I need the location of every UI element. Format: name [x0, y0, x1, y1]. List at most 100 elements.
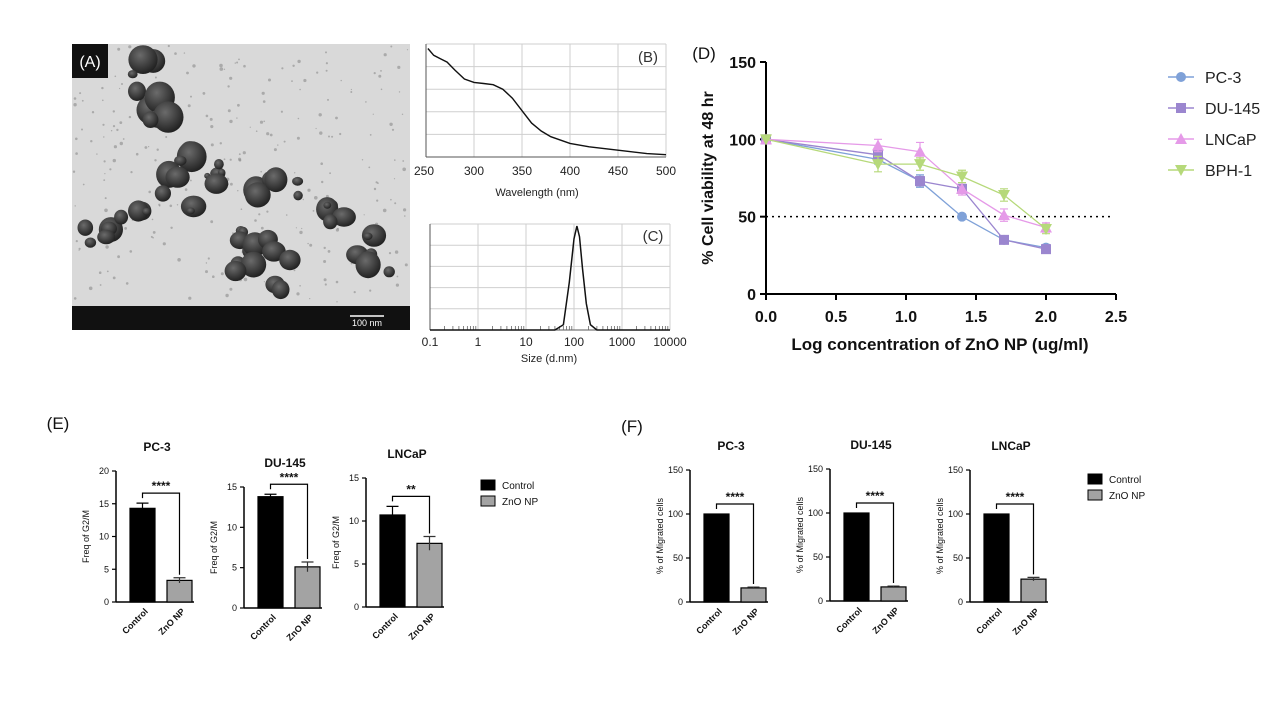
- tem-speck: [73, 97, 77, 100]
- dls-x-axis-label: Size (d.nm): [521, 353, 577, 365]
- viability-point-bph-1: [872, 159, 884, 171]
- tem-speck: [229, 287, 233, 291]
- legend-swatch-control: [480, 479, 496, 491]
- significance-stars: ****: [866, 489, 885, 503]
- uv-x-axis-label: Wavelength (nm): [495, 187, 578, 199]
- tem-speck: [260, 170, 263, 173]
- viability-x-tick-label: 2.0: [1035, 309, 1057, 326]
- dls-x-tick-label: 0.1: [422, 335, 439, 349]
- bar-y-tick-label: 50: [953, 553, 963, 563]
- viability-line-bph-1: [765, 138, 1047, 230]
- tem-speck: [350, 91, 353, 93]
- tem-speck: [372, 113, 374, 115]
- tem-speck: [207, 257, 210, 260]
- tem-speck: [389, 122, 393, 127]
- bar-control: [703, 513, 730, 603]
- bar-category-label: Control: [120, 606, 150, 636]
- tem-speck: [365, 101, 367, 103]
- tem-speck: [117, 47, 121, 51]
- tem-speck: [254, 219, 257, 222]
- bar-chart-title: DU-145: [850, 438, 892, 452]
- significance-stars: ****: [280, 470, 299, 484]
- bar-error-bar: [301, 561, 314, 572]
- tem-speck: [238, 58, 240, 61]
- significance-bracket: [391, 495, 431, 534]
- tem-speck: [78, 247, 81, 250]
- panel-d-label: (D): [692, 44, 716, 63]
- tem-speck: [335, 280, 339, 284]
- tem-speck: [324, 283, 327, 286]
- tem-speck: [117, 255, 120, 259]
- tem-speck: [292, 64, 295, 68]
- tem-speck: [283, 140, 286, 143]
- tem-speck: [103, 136, 105, 138]
- bar-category-label: Control: [834, 605, 864, 635]
- dls-grid: [429, 223, 671, 330]
- bar-y-axis-label: % of Migrated cells: [935, 497, 945, 574]
- dls-x-tick-labels: 0.1 1 10 100 1000 10000: [422, 335, 687, 349]
- bar-error-bar: [173, 577, 186, 584]
- viability-line-du-145: [765, 138, 1047, 250]
- tem-speck: [119, 141, 124, 146]
- tem-speck: [102, 123, 105, 126]
- tem-speck: [104, 208, 108, 213]
- tem-speck: [135, 152, 139, 156]
- viability-point-lncap: [998, 209, 1010, 221]
- bar-chart-title: LNCaP: [991, 439, 1030, 453]
- tem-speck: [404, 263, 408, 267]
- bar-category-label: Control: [248, 612, 278, 642]
- tem-speck: [401, 113, 404, 116]
- tem-speck: [402, 167, 407, 172]
- bar-control: [257, 496, 284, 609]
- legend-swatch-control: [1087, 473, 1103, 485]
- tem-speck: [327, 250, 331, 253]
- tem-speck: [268, 78, 271, 82]
- viability-point-lncap: [956, 182, 968, 194]
- bar-y-axis-label: Freq of G2/M: [81, 510, 91, 563]
- tem-speck: [237, 103, 240, 107]
- legend-label-lncap: LNCaP: [1205, 132, 1257, 149]
- tem-nanoparticles: [77, 45, 395, 300]
- viability-point-du-145: [915, 176, 925, 187]
- tem-speck: [73, 103, 77, 107]
- panel-c-label: (C): [643, 228, 664, 245]
- tem-nanoparticle: [292, 176, 304, 186]
- tem-speck: [353, 291, 356, 294]
- tem-speck: [394, 202, 397, 205]
- tem-nanoparticle: [186, 207, 195, 215]
- tem-speck: [119, 121, 123, 124]
- legend-label-zno-np: ZnO NP: [1109, 491, 1145, 502]
- bar-control: [843, 512, 870, 602]
- tem-nanoparticle: [128, 200, 149, 222]
- tem-speck: [112, 110, 116, 113]
- viability-y-tick-label: 50: [738, 210, 756, 227]
- tem-nanoparticle: [128, 81, 146, 102]
- bar-category-label: Control: [974, 606, 1004, 636]
- tem-speck: [393, 178, 396, 180]
- tem-speck: [318, 113, 322, 117]
- tem-speck: [261, 91, 265, 95]
- bar-y-axis-label: Freq of G2/M: [331, 516, 341, 569]
- bar-y-tick-label: 100: [668, 509, 683, 519]
- tem-speck: [99, 284, 102, 286]
- tem-speck: [187, 104, 191, 108]
- significance-bracket: [995, 503, 1035, 575]
- viability-point-bph-1: [998, 190, 1010, 202]
- tem-speck: [229, 119, 233, 124]
- tem-speck: [98, 271, 102, 275]
- tem-speck: [101, 86, 104, 90]
- tem-nanoparticle: [174, 155, 187, 166]
- viability-x-tick-label: 0.5: [825, 309, 847, 326]
- tem-speck: [112, 158, 117, 163]
- bar-control: [129, 507, 156, 603]
- tem-speck: [258, 213, 261, 216]
- bar-y-tick-label: 0: [104, 597, 109, 607]
- tem-nanoparticle: [332, 207, 356, 227]
- tem-nanoparticle: [142, 207, 151, 216]
- tem-speck: [263, 120, 266, 123]
- tem-speck: [167, 44, 170, 48]
- significance-bracket: [715, 503, 755, 585]
- tem-nanoparticle: [262, 241, 286, 262]
- bar-chart-e1: PC-3 0 5 10 15 20 Freq of G2/M Control ZnO NP ***…: [81, 440, 194, 637]
